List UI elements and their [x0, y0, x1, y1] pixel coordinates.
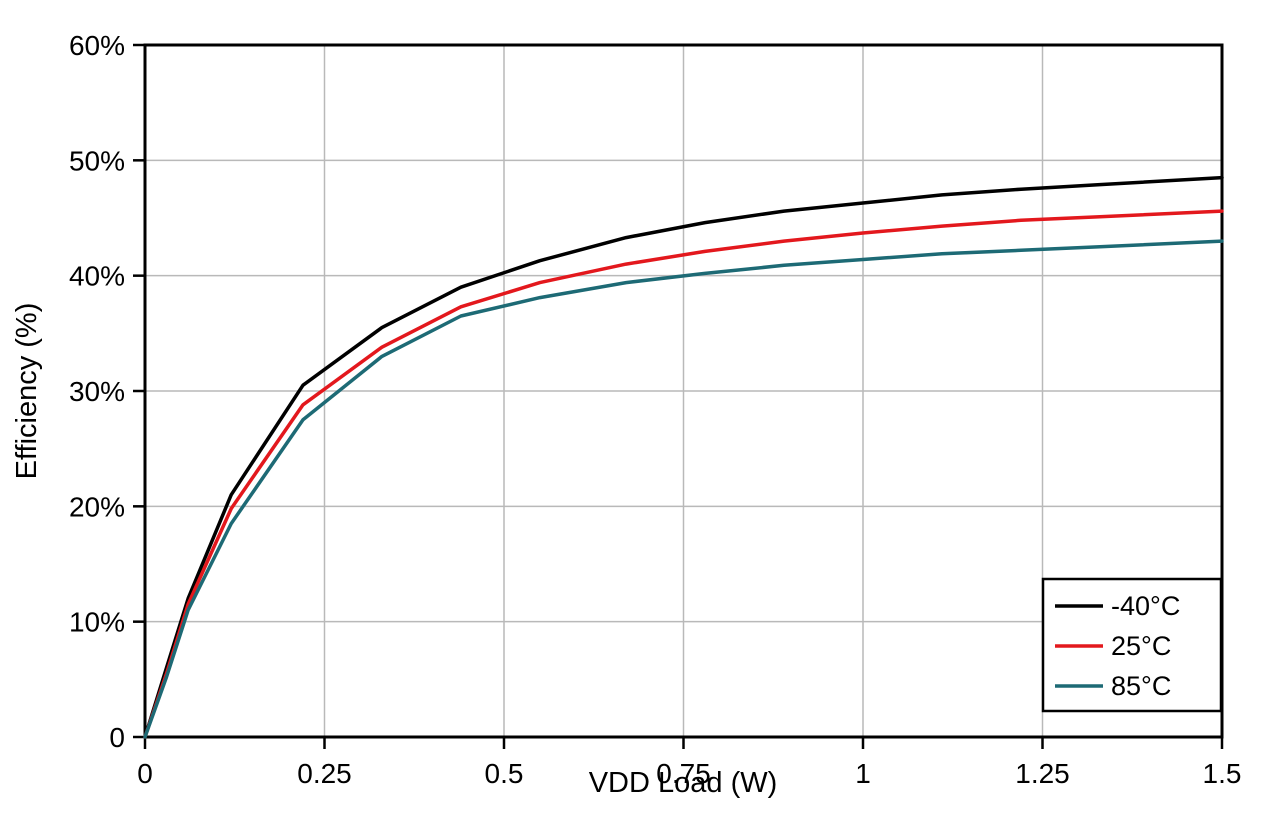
x-tick-label: 0: [137, 758, 153, 789]
x-tick-label: 1: [855, 758, 871, 789]
legend-label: 85°C: [1111, 671, 1171, 701]
series-line-25°C: [143, 209, 1224, 739]
tick-labels: 0 0.25 0.5 0.75 1 1.25 1.5 0 10% 20% 30% 40% 50% 60%: [69, 30, 1242, 789]
series-lines: [143, 175, 1224, 739]
y-tick-label: 10%: [69, 607, 125, 638]
y-tick-label: 0: [109, 722, 125, 753]
axis-ticks: [133, 43, 1224, 749]
series-line-85°C: [143, 239, 1224, 739]
y-tick-label: 20%: [69, 491, 125, 522]
y-tick-label: 50%: [69, 145, 125, 176]
y-axis-label: Efficiency (%): [11, 303, 43, 480]
x-tick-label: 1.25: [1015, 758, 1070, 789]
x-tick-label: 1.5: [1203, 758, 1242, 789]
x-tick-label: 0.5: [485, 758, 524, 789]
x-axis-label: VDD Load (W): [589, 767, 778, 799]
series-line--40°C: [143, 175, 1224, 739]
y-tick-label: 40%: [69, 261, 125, 292]
y-tick-label: 30%: [69, 376, 125, 407]
legend-label: -40°C: [1111, 591, 1180, 621]
x-tick-label: 0.75: [656, 758, 711, 789]
x-tick-label: 0.25: [297, 758, 352, 789]
legend: -40°C 25°C 85°C: [1041, 577, 1223, 713]
legend-label: 25°C: [1111, 631, 1171, 661]
y-tick-label: 60%: [69, 30, 125, 61]
